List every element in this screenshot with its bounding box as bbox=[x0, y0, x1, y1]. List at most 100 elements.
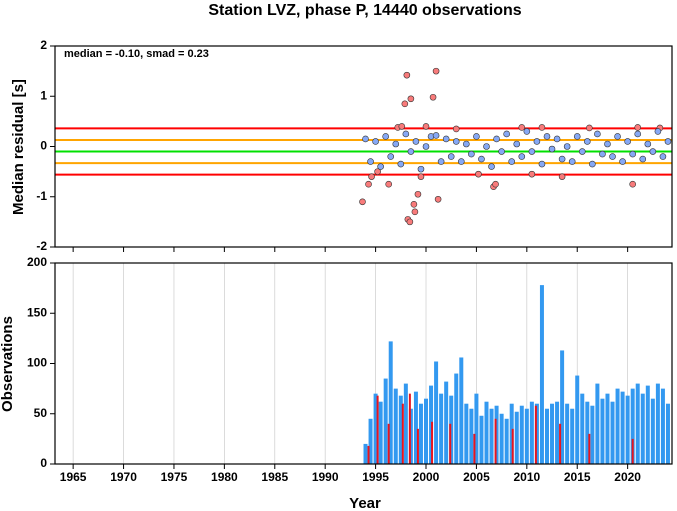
point bbox=[629, 180, 636, 188]
bar bbox=[388, 341, 393, 464]
point bbox=[372, 138, 379, 145]
bar bbox=[408, 393, 411, 464]
bar bbox=[367, 445, 370, 464]
point bbox=[594, 130, 601, 138]
bar bbox=[373, 393, 378, 464]
bar bbox=[600, 398, 605, 464]
point bbox=[523, 128, 531, 135]
point bbox=[412, 138, 420, 145]
point bbox=[377, 163, 384, 170]
x-axis-label: Year bbox=[349, 495, 381, 511]
point bbox=[528, 148, 536, 155]
point bbox=[387, 153, 395, 160]
point bbox=[414, 190, 422, 198]
point bbox=[528, 170, 536, 178]
point bbox=[398, 123, 406, 130]
bar bbox=[640, 393, 645, 464]
y-tick-label: 150 bbox=[27, 305, 47, 319]
y-tick-label: 50 bbox=[34, 406, 48, 420]
point bbox=[568, 158, 576, 165]
point bbox=[382, 133, 389, 140]
point bbox=[422, 123, 430, 130]
point bbox=[533, 138, 541, 145]
point bbox=[543, 133, 551, 140]
bar bbox=[555, 401, 560, 464]
bar bbox=[539, 285, 544, 464]
bar bbox=[449, 395, 454, 464]
point bbox=[359, 198, 366, 206]
bar bbox=[474, 393, 479, 464]
bar bbox=[660, 388, 665, 464]
point bbox=[442, 135, 450, 143]
bar bbox=[454, 373, 459, 464]
y-tick-label: 0 bbox=[40, 456, 47, 470]
point bbox=[558, 173, 566, 180]
bar bbox=[665, 403, 670, 464]
bar bbox=[434, 361, 439, 464]
bar bbox=[615, 388, 620, 464]
bar bbox=[403, 383, 408, 464]
point bbox=[508, 158, 516, 165]
bar bbox=[444, 381, 449, 464]
point bbox=[432, 132, 440, 139]
point bbox=[488, 163, 495, 170]
point bbox=[664, 138, 672, 145]
point bbox=[483, 143, 490, 150]
bar bbox=[494, 418, 497, 464]
bar bbox=[484, 401, 489, 464]
point bbox=[599, 150, 606, 158]
point bbox=[411, 208, 419, 216]
point bbox=[538, 160, 546, 168]
point bbox=[614, 133, 621, 140]
point bbox=[654, 128, 662, 135]
bar bbox=[378, 401, 383, 464]
x-tick-label: 1995 bbox=[362, 470, 389, 484]
point bbox=[548, 145, 556, 153]
bar bbox=[575, 375, 580, 464]
point bbox=[365, 180, 372, 188]
x-tick-label: 2010 bbox=[513, 470, 540, 484]
bar bbox=[368, 418, 373, 464]
point bbox=[573, 133, 581, 140]
point bbox=[609, 153, 616, 160]
x-tick-label: 2000 bbox=[413, 470, 440, 484]
x-tick-label: 1970 bbox=[110, 470, 137, 484]
bar bbox=[416, 428, 419, 464]
plot-frame bbox=[54, 262, 673, 465]
bar bbox=[560, 350, 565, 464]
y-tick-label: 2 bbox=[40, 38, 47, 52]
point bbox=[362, 135, 369, 143]
bar bbox=[645, 385, 650, 464]
plot-frame bbox=[54, 45, 673, 248]
point bbox=[410, 200, 418, 208]
point bbox=[492, 180, 499, 188]
bar bbox=[595, 383, 600, 464]
y-axis-label: Median residual [s] bbox=[10, 79, 27, 215]
x-tick-label: 1980 bbox=[211, 470, 238, 484]
point bbox=[447, 153, 455, 160]
bar bbox=[650, 398, 655, 464]
bar bbox=[519, 405, 524, 464]
bar bbox=[431, 421, 434, 464]
point bbox=[401, 100, 409, 108]
bar bbox=[473, 433, 476, 464]
bar bbox=[459, 357, 464, 464]
bar bbox=[620, 391, 625, 464]
y-tick-label: 200 bbox=[27, 255, 47, 269]
bar bbox=[449, 423, 452, 464]
point bbox=[518, 153, 526, 160]
bar bbox=[529, 401, 534, 464]
y-tick-label: -1 bbox=[36, 189, 47, 203]
point bbox=[634, 124, 642, 131]
point bbox=[624, 138, 631, 145]
point bbox=[417, 173, 425, 180]
bar bbox=[550, 403, 555, 464]
point bbox=[503, 130, 510, 138]
chart-title: Station LVZ, phase P, 14440 observations bbox=[208, 2, 521, 19]
bar bbox=[393, 388, 398, 464]
bar bbox=[489, 408, 494, 464]
point bbox=[434, 195, 442, 203]
point bbox=[659, 153, 667, 160]
point bbox=[374, 168, 381, 175]
bar bbox=[418, 403, 423, 464]
